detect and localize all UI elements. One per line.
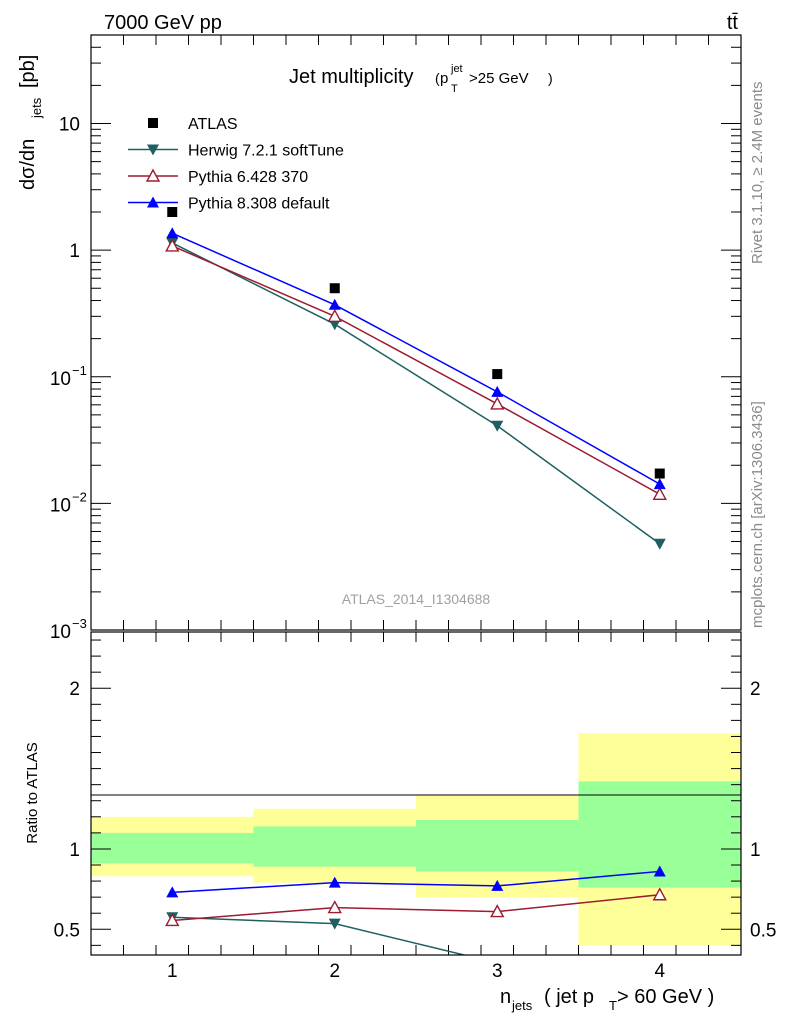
series-line-pythia-6-428-370 <box>171 245 661 495</box>
ratio-y-tick-label-left: 1 <box>69 840 80 861</box>
y-tick-label: 10 <box>59 115 80 136</box>
series-line-herwig-7-2-1-softtune <box>171 242 661 545</box>
data-point-herwig-7-2-1-softtune <box>653 538 666 550</box>
x-tick-label: 3 <box>492 961 503 982</box>
data-point-pythia-6-428-370 <box>652 486 667 500</box>
header-right: tt̄ <box>727 12 739 34</box>
xlabel-nsub: jets <box>511 998 533 1013</box>
main-y-axis-label: dσ/dn jets [pb] <box>17 55 44 190</box>
legend-label-atlas: ATLAS <box>188 116 238 133</box>
ratio-point-herwig-7-2-1-softtune <box>328 918 341 930</box>
data-point-atlas <box>492 369 503 380</box>
data-point-pythia-8-308-default <box>328 298 341 310</box>
ratio-line-herwig-7-2-1-softtune <box>172 916 468 955</box>
legend-label-pythia-8-308-default: Pythia 8.308 default <box>188 196 330 213</box>
ratio-point-pythia-6-428-370 <box>165 912 180 927</box>
main-title: Jet multiplicity <box>289 66 413 88</box>
ylabel-main: dσ/dn <box>17 139 39 190</box>
y-tick-label: 10 <box>50 622 71 643</box>
data-point-atlas <box>654 468 665 479</box>
x-axis-label: n jets ( jet p T > 60 GeV ) <box>500 986 714 1013</box>
data-point-pythia-8-308-default <box>653 478 666 490</box>
ratio-line-pythia-6-428-370 <box>172 893 660 922</box>
main-title-cut: ( p jet T >25 GeV ) <box>435 63 553 95</box>
ratio-y-tick-label-right: 2 <box>750 679 761 700</box>
x-tick-label: 4 <box>654 961 665 982</box>
title-cut-p: p <box>440 70 448 87</box>
ratio-line-pythia-8-308-default <box>172 870 660 894</box>
title-cut-rest: >25 GeV <box>469 70 529 87</box>
title-cut-paren-close: ) <box>548 70 553 86</box>
legend-marker-atlas <box>148 118 158 128</box>
ratio-point-pythia-6-428-370 <box>490 904 505 918</box>
legend-label-pythia-6-428-370: Pythia 6.428 370 <box>188 169 308 186</box>
ratio-y-tick-label-right: 0.5 <box>750 920 776 941</box>
ratio-point-pythia-6-428-370 <box>327 900 342 914</box>
ratio-y-axis-label: Ratio to ATLAS <box>24 742 41 843</box>
legend-marker-pythia-8-308-default <box>147 196 159 208</box>
ratio-series-markers <box>165 865 667 930</box>
y-tick-label-exponent: −1 <box>72 363 87 378</box>
data-point-atlas <box>329 283 340 294</box>
ratio-y-tick-label-right: 1 <box>750 840 761 861</box>
y-tick-label: 1 <box>69 241 80 262</box>
xlabel-psub: T <box>609 998 617 1013</box>
main-series-markers <box>165 207 667 550</box>
x-tick-label: 2 <box>329 961 340 982</box>
legend-marker-herwig-7-2-1-softtune <box>147 144 159 156</box>
data-point-pythia-8-308-default <box>166 227 179 239</box>
ratio-point-pythia-8-308-default <box>328 876 341 888</box>
data-point-herwig-7-2-1-softtune <box>491 420 504 432</box>
data-point-pythia-8-308-default <box>491 385 504 397</box>
header-left: 7000 GeV pp <box>104 12 222 34</box>
uncertainty-band-inner <box>416 820 579 872</box>
data-point-atlas <box>167 207 178 218</box>
title-cut-sup: jet <box>450 63 463 75</box>
title-cut-sub: T <box>451 83 458 95</box>
data-point-pythia-6-428-370 <box>327 308 342 323</box>
main-series-lines <box>171 232 661 545</box>
ratio-y-tick-label-left: 0.5 <box>54 920 80 941</box>
ratio-point-pythia-6-428-370 <box>652 887 667 901</box>
legend-marker-pythia-6-428-370 <box>145 168 161 182</box>
main-frame <box>90 34 742 631</box>
legend-label-herwig-7-2-1-softtune: Herwig 7.2.1 softTune <box>188 143 344 160</box>
ratio-point-pythia-8-308-default <box>653 865 666 877</box>
xlabel-n: n <box>500 986 511 1008</box>
data-point-pythia-6-428-370 <box>165 238 180 252</box>
ratio-panel: 0.5 0.5 1 1 2 2 1 2 3 4 Ratio to ATLAS n jets ( j… <box>24 631 776 1013</box>
y-tick-label-exponent: −2 <box>72 489 87 504</box>
ylabel-unit: [pb] <box>17 55 39 88</box>
x-tick-label: 1 <box>167 961 178 982</box>
side-text-bottom: mcplots.cern.ch [arXiv:1306.3436] <box>749 401 766 628</box>
ratio-point-pythia-8-308-default <box>491 879 504 891</box>
y-tick-label: 10 <box>50 495 71 516</box>
ylabel-sub: jets <box>29 97 44 119</box>
ratio-y-tick-label-left: 2 <box>69 679 80 700</box>
legend: ATLAS Herwig 7.2.1 softTune Pythia 6.428 3… <box>128 116 344 213</box>
ratio-frame <box>90 631 742 956</box>
ratio-axis-ticks: 0.5 0.5 1 1 2 2 1 2 3 4 <box>54 632 776 982</box>
y-tick-label-exponent: −3 <box>72 616 87 631</box>
xlabel-mid: ( jet p <box>544 986 594 1008</box>
y-tick-label: 10 <box>50 369 71 390</box>
uncertainty-band-inner <box>91 832 254 864</box>
data-point-pythia-6-428-370 <box>490 396 505 410</box>
ratio-uncertainty-bands <box>91 733 741 946</box>
ratio-point-pythia-8-308-default <box>166 886 179 898</box>
series-line-pythia-8-308-default <box>171 232 661 485</box>
watermark: ATLAS_2014_I1304688 <box>342 591 491 607</box>
title-cut-paren-open: ( <box>435 70 440 86</box>
ratio-series-lines <box>172 870 660 955</box>
xlabel-rest: > 60 GeV ) <box>617 986 714 1008</box>
side-text-top: Rivet 3.1.10, ≥ 2.4M events <box>749 82 766 265</box>
uncertainty-band-inner <box>253 826 416 867</box>
